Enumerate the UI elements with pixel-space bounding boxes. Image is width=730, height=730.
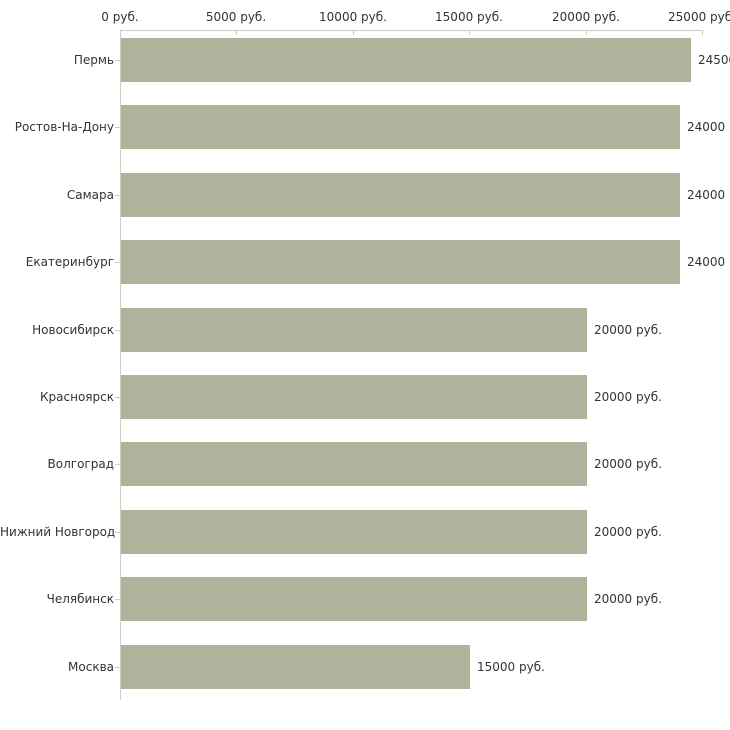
value-label: 24500 руб. (698, 53, 730, 67)
category-label: Пермь (73, 53, 114, 67)
x-axis-tick-label: 15000 руб. (435, 10, 503, 24)
value-label: 20000 руб. (594, 457, 662, 471)
x-axis-tick (120, 30, 121, 35)
value-label: 20000 руб. (594, 592, 662, 606)
bar (121, 105, 680, 149)
category-tick (115, 60, 120, 61)
category-tick (115, 599, 120, 600)
category-label: Нижний Новгород (0, 525, 116, 539)
category-label: Москва (68, 660, 114, 674)
x-axis-tick (586, 30, 587, 35)
x-axis-tick-label: 10000 руб. (319, 10, 387, 24)
category-tick (115, 464, 120, 465)
category-tick (115, 330, 120, 331)
value-label: 24000 руб. (687, 188, 730, 202)
value-label: 20000 руб. (594, 390, 662, 404)
x-axis-tick (353, 30, 354, 35)
bar (121, 173, 680, 217)
value-label: 20000 руб. (594, 323, 662, 337)
category-tick (115, 195, 120, 196)
bar (121, 577, 587, 621)
bar (121, 38, 691, 82)
category-tick (115, 397, 120, 398)
category-tick (115, 262, 120, 263)
x-axis-tick (702, 30, 703, 35)
x-axis-tick-label: 25000 руб. (668, 10, 730, 24)
value-label: 24000 руб. (687, 120, 730, 134)
category-label: Красноярск (40, 390, 114, 404)
category-label: Новосибирск (32, 323, 114, 337)
bar (121, 645, 470, 689)
x-axis-tick (236, 30, 237, 35)
x-axis-tick-label: 20000 руб. (552, 10, 620, 24)
category-label: Челябинск (46, 592, 114, 606)
bar (121, 442, 587, 486)
x-axis-tick-label: 5000 руб. (205, 10, 267, 24)
value-label: 15000 руб. (477, 660, 545, 674)
bar (121, 375, 587, 419)
y-axis-line (120, 30, 121, 700)
category-label: Самара (66, 188, 114, 202)
x-axis-line (120, 30, 702, 31)
value-label: 24000 руб. (687, 255, 730, 269)
category-label: Ростов-На-Дону (14, 120, 114, 134)
category-tick (115, 532, 120, 533)
x-axis-tick-label: 0 руб. (101, 10, 139, 24)
category-label: Волгоград (47, 457, 114, 471)
bar (121, 510, 587, 554)
x-axis-tick (469, 30, 470, 35)
bar (121, 308, 587, 352)
category-label: Екатеринбург (25, 255, 114, 269)
category-tick (115, 127, 120, 128)
value-label: 20000 руб. (594, 525, 662, 539)
bar (121, 240, 680, 284)
category-tick (115, 667, 120, 668)
